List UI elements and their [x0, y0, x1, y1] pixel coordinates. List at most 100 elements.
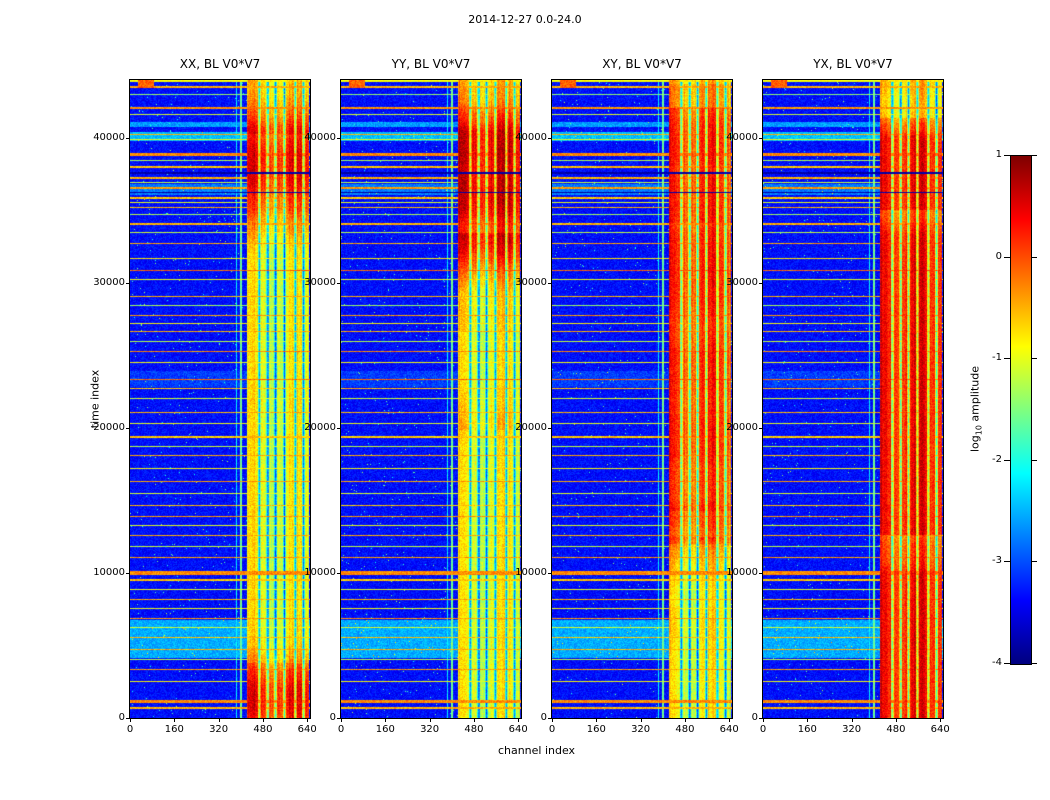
panel-title: XY, BL V0*V7 [602, 57, 682, 71]
y-tick-label: 10000 [726, 567, 758, 578]
x-tick [341, 718, 342, 722]
y-tick-label: 20000 [515, 422, 547, 433]
y-tick [548, 138, 552, 139]
y-tick-label: 10000 [515, 567, 547, 578]
colorbar-tick-label: -2 [992, 453, 1002, 465]
x-tick-label: 0 [759, 724, 767, 735]
colorbar-tick [1031, 155, 1037, 156]
x-tick [130, 718, 131, 722]
y-tick-label: 40000 [515, 132, 547, 143]
x-tick [473, 718, 475, 722]
colorbar-tick-label: 1 [995, 149, 1002, 160]
x-tick-label: 320 [420, 724, 440, 735]
y-tick [337, 718, 341, 719]
x-tick [552, 718, 553, 722]
y-tick [759, 428, 763, 429]
colorbar-tick [1004, 561, 1010, 563]
y-tick-label: 0 [329, 712, 336, 723]
x-tick-label: 480 [886, 724, 906, 735]
colorbar-tick [1004, 155, 1010, 156]
y-tick-label: 40000 [726, 132, 758, 143]
x-tick [429, 718, 431, 722]
x-tick-label: 0 [548, 724, 556, 735]
y-tick-label: 20000 [304, 422, 336, 433]
y-tick [126, 573, 130, 574]
colorbar-tick [1031, 256, 1037, 258]
x-tick-label: 160 [797, 724, 817, 735]
y-tick-label: 10000 [304, 567, 336, 578]
y-tick [548, 573, 552, 574]
y-tick [548, 428, 552, 429]
y-tick-label: 30000 [93, 277, 125, 288]
x-tick-label: 640 [297, 724, 317, 735]
colorbar-tick [1004, 358, 1010, 360]
colorbar-label-prefix: log [968, 435, 982, 453]
y-tick [548, 283, 552, 284]
x-tick [940, 718, 942, 722]
x-tick [307, 718, 309, 722]
y-tick [126, 718, 130, 719]
y-tick [759, 718, 763, 719]
x-tick [518, 718, 520, 722]
colorbar-tick-label: 0 [995, 250, 1002, 262]
y-axis-label: time index [88, 369, 102, 429]
y-tick [337, 428, 341, 429]
y-tick [548, 718, 552, 719]
x-tick [218, 718, 220, 722]
heatmap-canvas [129, 79, 311, 719]
y-tick [759, 573, 763, 574]
y-tick-label: 40000 [93, 132, 125, 143]
x-tick [596, 718, 598, 722]
y-tick [337, 283, 341, 284]
x-tick-label: 320 [631, 724, 651, 735]
colorbar-tick [1031, 561, 1037, 563]
colorbar-gradient [1010, 155, 1032, 665]
colorbar-tick-label: -4 [992, 657, 1002, 668]
panel-title: YY, BL V0*V7 [391, 57, 471, 71]
x-tick [807, 718, 809, 722]
colorbar-label: log10 amplitude [968, 366, 983, 452]
x-tick-label: 320 [842, 724, 862, 735]
colorbar-tick [1004, 256, 1010, 258]
x-tick [640, 718, 642, 722]
y-tick-label: 0 [540, 712, 547, 723]
x-tick [763, 718, 764, 722]
y-tick-label: 20000 [726, 422, 758, 433]
y-tick-label: 40000 [304, 132, 336, 143]
x-tick-label: 0 [337, 724, 345, 735]
colorbar-label-subscript: 10 [974, 425, 984, 436]
y-tick [126, 428, 130, 429]
x-tick-label: 480 [253, 724, 273, 735]
x-tick-label: 640 [930, 724, 950, 735]
x-tick [729, 718, 731, 722]
heatmap-canvas [551, 79, 733, 719]
x-tick [262, 718, 264, 722]
x-tick [684, 718, 686, 722]
x-tick [174, 718, 176, 722]
heatmap-canvas [340, 79, 522, 719]
colorbar-tick [1004, 663, 1010, 664]
colorbar-tick-label: -3 [992, 555, 1002, 567]
y-tick-label: 30000 [726, 277, 758, 288]
x-tick-label: 160 [375, 724, 395, 735]
x-tick-label: 480 [464, 724, 484, 735]
y-tick-label: 30000 [304, 277, 336, 288]
heatmap-canvas [762, 79, 944, 719]
x-tick-label: 0 [126, 724, 134, 735]
x-tick [895, 718, 897, 722]
x-tick-label: 640 [508, 724, 528, 735]
panel-title: YX, BL V0*V7 [813, 57, 893, 71]
panel-title: XX, BL V0*V7 [179, 57, 261, 71]
y-tick [337, 573, 341, 574]
colorbar-tick [1031, 459, 1037, 461]
y-tick-label: 30000 [515, 277, 547, 288]
colorbar-tick [1031, 358, 1037, 360]
colorbar-tick [1004, 459, 1010, 461]
x-tick-label: 480 [675, 724, 695, 735]
x-tick [851, 718, 853, 722]
y-tick [337, 138, 341, 139]
x-axis-label: channel index [497, 744, 576, 757]
y-tick-label: 20000 [93, 422, 125, 433]
x-tick [385, 718, 387, 722]
x-tick-label: 160 [586, 724, 606, 735]
